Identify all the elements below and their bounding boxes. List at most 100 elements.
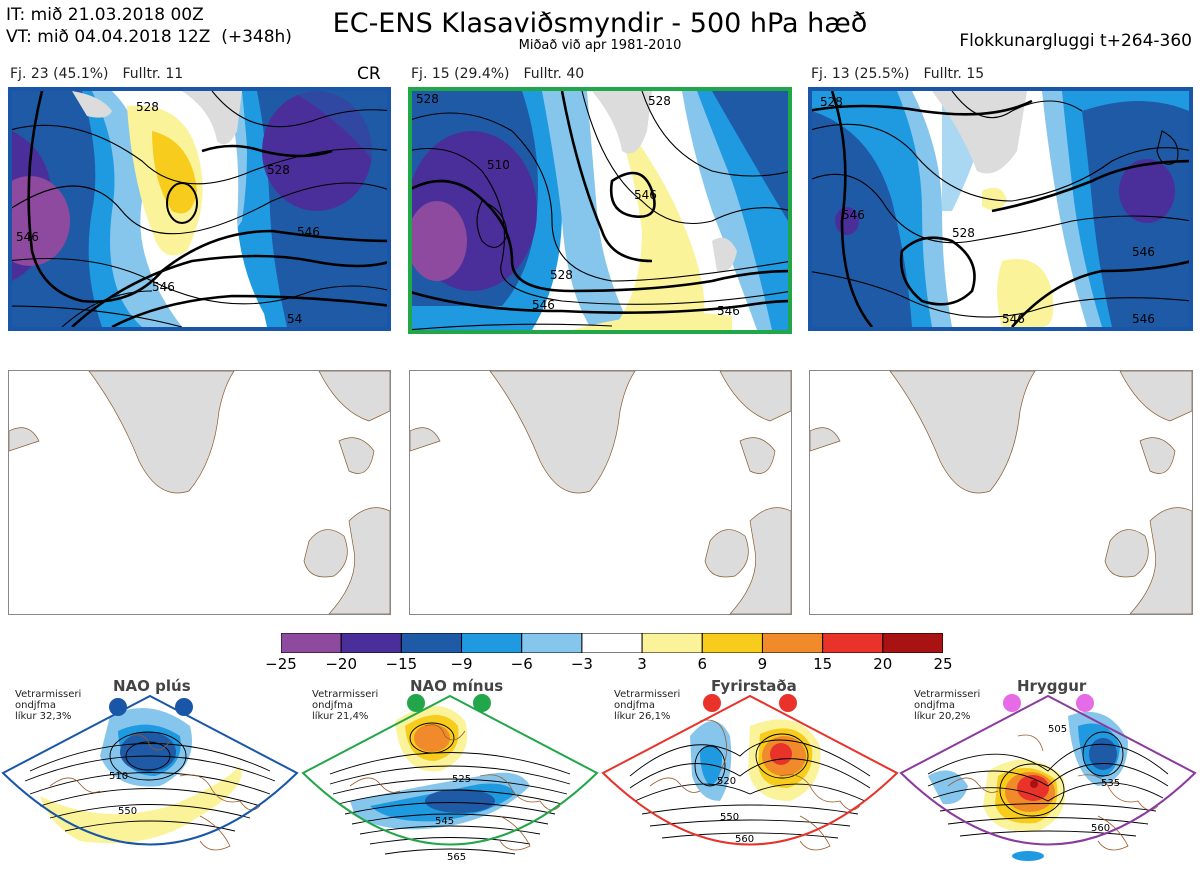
blank-map-2-land bbox=[410, 371, 791, 614]
colorbar bbox=[281, 633, 943, 653]
cluster-1-tag: CR bbox=[357, 64, 381, 84]
cluster-2-label: Fj. 15 (29.4%) Fulltr. 40 bbox=[411, 66, 584, 82]
colorbar-swatches bbox=[281, 633, 943, 653]
regime-blocking-contour-labels: 520 550 560 bbox=[717, 776, 754, 845]
info-line: ondjfma bbox=[614, 700, 655, 711]
regime-blocking-dot-right bbox=[779, 694, 797, 712]
regime-ridge-info: Vetrarmisseri ondjfma líkur 20,2% bbox=[914, 689, 980, 722]
colorbar-tick-label: −6 bbox=[510, 655, 533, 673]
regime-nao-minus-dot-right bbox=[473, 694, 491, 712]
regime-ridge-dot-right bbox=[1076, 694, 1094, 712]
colorbar-swatch bbox=[581, 633, 643, 653]
contour-label: 528 bbox=[952, 226, 975, 240]
contour-label: 510 bbox=[109, 771, 128, 782]
page-title: EC-ENS Klasaviðsmyndir - 500 hPa hæð bbox=[332, 8, 868, 39]
contour-label: 546 bbox=[1002, 312, 1025, 326]
contour-label: 546 bbox=[16, 230, 39, 244]
contour-label: 528 bbox=[267, 163, 290, 177]
regime-nao-plus-contour-labels: 510 550 bbox=[109, 771, 137, 817]
contour-label: 528 bbox=[648, 94, 671, 108]
info-line: Vetrarmisseri bbox=[15, 689, 82, 700]
contour-label: 550 bbox=[118, 806, 137, 817]
regime-nao-plus-name: NAO plús bbox=[113, 677, 191, 695]
colorbar-tick-label: 3 bbox=[637, 655, 647, 673]
colorbar-swatch bbox=[521, 633, 583, 653]
cluster-2-count: Fj. 15 (29.4%) bbox=[411, 66, 510, 82]
colorbar-tick-label: 9 bbox=[757, 655, 768, 673]
regime-ridge-contour-labels: 505 535 560 bbox=[1048, 724, 1120, 834]
regime-nao-minus[interactable]: 525 545 565 NAO mínus Vetrarmisseri ondj… bbox=[300, 676, 602, 871]
colorbar-swatch bbox=[761, 633, 824, 653]
regime-ridge[interactable]: 505 535 560 Hryggur Vetrarmisseri ondjfm… bbox=[898, 676, 1200, 871]
colorbar-tick-label: −3 bbox=[570, 655, 593, 673]
initial-time-label: IT: mið 21.03.2018 00Z bbox=[6, 5, 204, 25]
regime-blocking[interactable]: 520 550 560 Fyrirstaða Vetrarmisseri ond… bbox=[600, 676, 902, 871]
cluster-3-label: Fj. 13 (25.5%) Fulltr. 15 bbox=[811, 66, 984, 82]
regime-nao-minus-info: Vetrarmisseri ondjfma líkur 21,4% bbox=[312, 689, 378, 722]
contour-label: 560 bbox=[1091, 823, 1110, 834]
blank-map-3-land bbox=[810, 371, 1192, 614]
colorbar-tick-label: 20 bbox=[873, 655, 893, 673]
contour-label: 510 bbox=[487, 158, 510, 172]
contour-label: 535 bbox=[1101, 778, 1120, 789]
blank-map-3[interactable] bbox=[809, 370, 1193, 615]
regime-nao-plus-map: 510 550 bbox=[1, 694, 299, 851]
colorbar-swatch bbox=[822, 633, 884, 653]
regime-blocking-dot-left bbox=[703, 694, 721, 712]
regime-nao-minus-contour-labels: 525 545 565 bbox=[435, 774, 471, 863]
contour-label: 546 bbox=[842, 208, 865, 222]
blank-map-2[interactable] bbox=[409, 370, 792, 615]
contour-label: 546 bbox=[717, 304, 740, 318]
cluster-3-contour-labels: 528 546 528 546 546 546 bbox=[820, 95, 1155, 326]
cluster-3-map[interactable]: 528 546 528 546 546 546 bbox=[808, 87, 1193, 331]
contour-label: 546 bbox=[634, 188, 657, 202]
colorbar-tick-label: −25 bbox=[265, 655, 297, 673]
colorbar-swatch bbox=[400, 633, 463, 653]
valid-time-label: VT: mið 04.04.2018 12Z (+348h) bbox=[6, 27, 292, 47]
cluster-1-count: Fj. 23 (45.1%) bbox=[10, 66, 109, 82]
info-line: líkur 32,3% bbox=[15, 711, 72, 722]
info-line: líkur 20,2% bbox=[914, 711, 971, 722]
contour-label: 546 bbox=[152, 280, 175, 294]
cluster-2-map[interactable]: 528 510 546 528 546 546 528 bbox=[408, 87, 792, 334]
contour-label: 528 bbox=[136, 100, 159, 114]
contour-label: 546 bbox=[532, 298, 555, 312]
regime-nao-plus-info: Vetrarmisseri ondjfma líkur 32,3% bbox=[15, 689, 81, 722]
contour-label: 546 bbox=[1132, 245, 1155, 259]
regime-nao-minus-dot-left bbox=[407, 694, 425, 712]
contour-label: 528 bbox=[820, 95, 843, 109]
cluster-1-contour-labels: 546 528 546 546 528 54 bbox=[16, 100, 320, 326]
regime-blocking-info: Vetrarmisseri ondjfma líkur 26,1% bbox=[614, 689, 680, 722]
colorbar-swatch bbox=[641, 633, 703, 653]
regime-blocking-map: 520 550 560 bbox=[601, 694, 899, 851]
info-line: Vetrarmisseri bbox=[914, 689, 981, 700]
regime-ridge-map: 505 535 560 bbox=[899, 694, 1197, 861]
info-line: Vetrarmisseri bbox=[312, 689, 379, 700]
contour-label: 505 bbox=[1048, 724, 1067, 735]
regime-blocking-name: Fyrirstaða bbox=[711, 677, 797, 695]
contour-label: 565 bbox=[447, 852, 466, 863]
contour-label: 545 bbox=[435, 816, 454, 827]
regime-ridge-name: Hryggur bbox=[1017, 677, 1087, 695]
contour-label: 550 bbox=[720, 812, 739, 823]
regime-nao-plus-dot-left bbox=[109, 698, 127, 716]
info-line: ondjfma bbox=[312, 700, 353, 711]
cluster-3-rep: Fulltr. 15 bbox=[923, 66, 985, 82]
colorbar-swatch bbox=[882, 633, 943, 653]
cluster-1-anomaly-field: 546 528 546 546 528 54 bbox=[12, 91, 387, 327]
info-line: ondjfma bbox=[914, 700, 955, 711]
regime-nao-plus[interactable]: 510 550 NAO plús Vetrarmisseri ondjfma l… bbox=[0, 676, 302, 871]
blank-map-1[interactable] bbox=[8, 370, 391, 615]
contour-label: 528 bbox=[416, 92, 439, 106]
colorbar-swatch bbox=[340, 633, 402, 653]
cluster-2-rep: Fulltr. 40 bbox=[523, 66, 585, 82]
regime-ridge-dot-left bbox=[1003, 694, 1021, 712]
contour-label: 54 bbox=[287, 312, 302, 326]
cluster-2-anomaly-field: 528 510 546 528 546 546 528 bbox=[412, 91, 788, 330]
colorbar-tick-label: 15 bbox=[813, 655, 833, 673]
colorbar-swatch bbox=[281, 633, 342, 653]
cluster-2-contour-labels: 528 510 546 528 546 546 528 bbox=[416, 92, 740, 318]
cluster-1-map[interactable]: 546 528 546 546 528 54 bbox=[8, 87, 391, 331]
cluster-1-rep: Fulltr. 11 bbox=[122, 66, 184, 82]
regime-nao-plus-dot-right bbox=[175, 698, 193, 716]
